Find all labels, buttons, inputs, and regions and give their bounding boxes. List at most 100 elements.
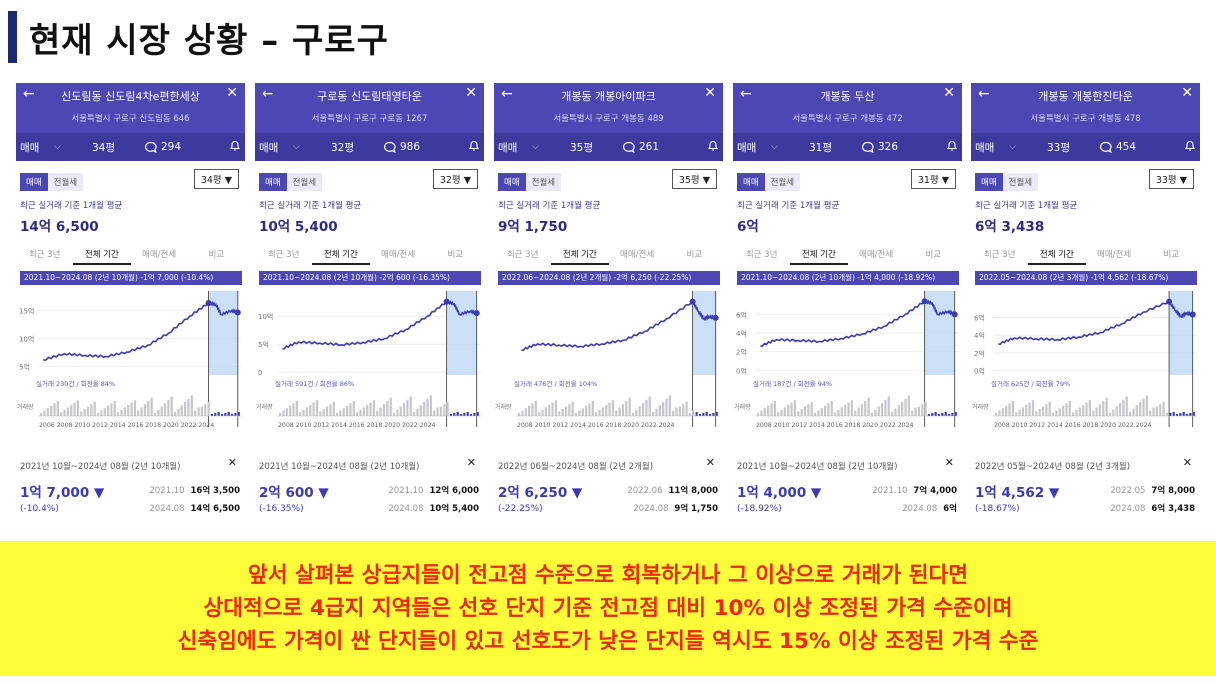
range-tab-compare[interactable]: 비교	[686, 250, 703, 260]
sale-toggle[interactable]: 매매	[259, 173, 287, 191]
chevron-down-icon[interactable]: ⌵	[1009, 142, 1016, 152]
range-tab-sale-jeonse[interactable]: 매매/전세	[142, 250, 177, 260]
sale-type-tab[interactable]: 매매	[737, 141, 757, 154]
bell-icon[interactable]	[1184, 139, 1196, 155]
trade-type-toggle: 매매 전월세	[975, 173, 1039, 191]
size-tab[interactable]: 33평	[1047, 141, 1071, 154]
range-tab-all[interactable]: 전체 기간	[1028, 245, 1086, 265]
size-tab[interactable]: 35평	[570, 141, 594, 154]
close-icon[interactable]: ✕	[944, 456, 954, 469]
size-select[interactable]: 35평 ▼	[671, 169, 717, 189]
chevron-down-icon[interactable]: ⌵	[293, 142, 300, 152]
range-tab-3y[interactable]: 최근 3년	[983, 250, 1016, 260]
volume-bar	[1165, 413, 1169, 416]
range-tab-sale-jeonse[interactable]: 매매/전세	[1097, 250, 1132, 260]
range-tab-3y[interactable]: 최근 3년	[267, 250, 300, 260]
size-tab[interactable]: 31평	[809, 141, 833, 154]
sale-type-tab[interactable]: 매매	[498, 141, 518, 154]
range-tab-all[interactable]: 전체 기간	[551, 245, 609, 265]
close-icon[interactable]: ✕	[1181, 85, 1193, 101]
sale-type-tab[interactable]: 매매	[20, 141, 40, 154]
range-tab-compare[interactable]: 비교	[447, 250, 464, 260]
range-tab-all[interactable]: 전체 기간	[312, 245, 370, 265]
volume-bar	[1112, 409, 1115, 416]
close-icon[interactable]: ✕	[466, 456, 476, 469]
range-tab-sale-jeonse[interactable]: 매매/전세	[381, 250, 416, 260]
volume-bar	[40, 413, 43, 416]
volume-bar	[1008, 403, 1011, 416]
volume-bar	[1085, 402, 1088, 416]
close-icon[interactable]: ✕	[227, 456, 237, 469]
volume-bar	[332, 401, 335, 416]
sale-toggle[interactable]: 매매	[975, 173, 1003, 191]
back-arrow-icon[interactable]: ←	[501, 86, 513, 102]
comments-button[interactable]: 986	[383, 141, 453, 154]
comments-button[interactable]: 294	[144, 141, 214, 154]
size-tab[interactable]: 32평	[331, 141, 355, 154]
size-select[interactable]: 32평 ▼	[432, 169, 478, 189]
jeonse-toggle[interactable]: 전월세	[286, 173, 323, 191]
size-tab[interactable]: 34평	[92, 141, 116, 154]
size-select[interactable]: 31평 ▼	[910, 169, 956, 189]
back-arrow-icon[interactable]: ←	[978, 86, 990, 102]
close-icon[interactable]: ✕	[226, 85, 238, 101]
jeonse-toggle[interactable]: 전월세	[764, 173, 801, 191]
current-price-row: 2024.08 10억 5,400	[388, 502, 479, 514]
jeonse-toggle[interactable]: 전월세	[47, 173, 84, 191]
bell-icon[interactable]	[707, 139, 719, 155]
volume-bar	[190, 395, 193, 416]
chevron-down-icon[interactable]: ⌵	[532, 142, 539, 152]
close-icon[interactable]: ✕	[704, 85, 716, 101]
chevron-down-icon[interactable]: ⌵	[54, 142, 61, 152]
size-select[interactable]: 34평 ▼	[193, 169, 239, 189]
change-amount: 1억 4,562 ▼	[975, 485, 1060, 501]
volume-bar	[924, 401, 927, 416]
price-chart[interactable]: 실거래 476건 / 회전율 104% 거래량 2008 2010 2012 201…	[494, 285, 723, 435]
sale-type-tab[interactable]: 매매	[975, 141, 995, 154]
complex-name: 개봉동 개봉한진타운	[1038, 90, 1133, 103]
back-arrow-icon[interactable]: ←	[23, 86, 35, 102]
sale-type-tab[interactable]: 매매	[259, 141, 279, 154]
back-arrow-icon[interactable]: ←	[262, 86, 274, 102]
range-tab-sale-jeonse[interactable]: 매매/전세	[859, 250, 894, 260]
volume-bar	[608, 402, 611, 416]
avg-price-label: 최근 실거래 기준 1개월 평균	[737, 201, 840, 211]
range-tab-compare[interactable]: 비교	[1163, 250, 1180, 260]
bell-icon[interactable]	[468, 139, 480, 155]
complex-name: 구로동 신도림태영타운	[317, 90, 422, 103]
price-chart[interactable]: 10억 5억 0 실거래 591건 / 회전율 86% 거래량 2008 2010 201…	[255, 285, 484, 435]
size-select[interactable]: 33평 ▼	[1148, 169, 1194, 189]
close-icon[interactable]: ✕	[943, 85, 955, 101]
range-tab-compare[interactable]: 비교	[925, 250, 942, 260]
sale-toggle[interactable]: 매매	[20, 173, 48, 191]
range-tab-sale-jeonse[interactable]: 매매/전세	[620, 250, 655, 260]
comments-button[interactable]: 326	[861, 141, 931, 154]
chevron-down-icon[interactable]: ⌵	[771, 142, 778, 152]
close-icon[interactable]: ✕	[465, 85, 477, 101]
comment-icon	[145, 141, 157, 153]
range-tab-3y[interactable]: 최근 3년	[506, 250, 539, 260]
volume-bar	[698, 414, 702, 416]
comments-button[interactable]: 261	[622, 141, 692, 154]
range-tab-3y[interactable]: 최근 3년	[28, 250, 61, 260]
close-icon[interactable]: ✕	[1182, 456, 1192, 469]
back-arrow-icon[interactable]: ←	[740, 86, 752, 102]
volume-bar	[1185, 414, 1189, 416]
jeonse-toggle[interactable]: 전월세	[525, 173, 562, 191]
comments-button[interactable]: 454	[1099, 141, 1169, 154]
close-icon[interactable]: ✕	[705, 456, 715, 469]
range-tab-all[interactable]: 전체 기간	[790, 245, 848, 265]
sale-toggle[interactable]: 매매	[737, 173, 765, 191]
volume-bar	[170, 396, 173, 416]
range-tab-compare[interactable]: 비교	[208, 250, 225, 260]
bell-icon[interactable]	[229, 139, 241, 155]
sale-toggle[interactable]: 매매	[498, 173, 526, 191]
jeonse-toggle[interactable]: 전월세	[1002, 173, 1039, 191]
volume-bar	[214, 413, 217, 416]
range-tab-3y[interactable]: 최근 3년	[745, 250, 778, 260]
range-tab-all[interactable]: 전체 기간	[73, 245, 131, 265]
bell-icon[interactable]	[946, 139, 958, 155]
